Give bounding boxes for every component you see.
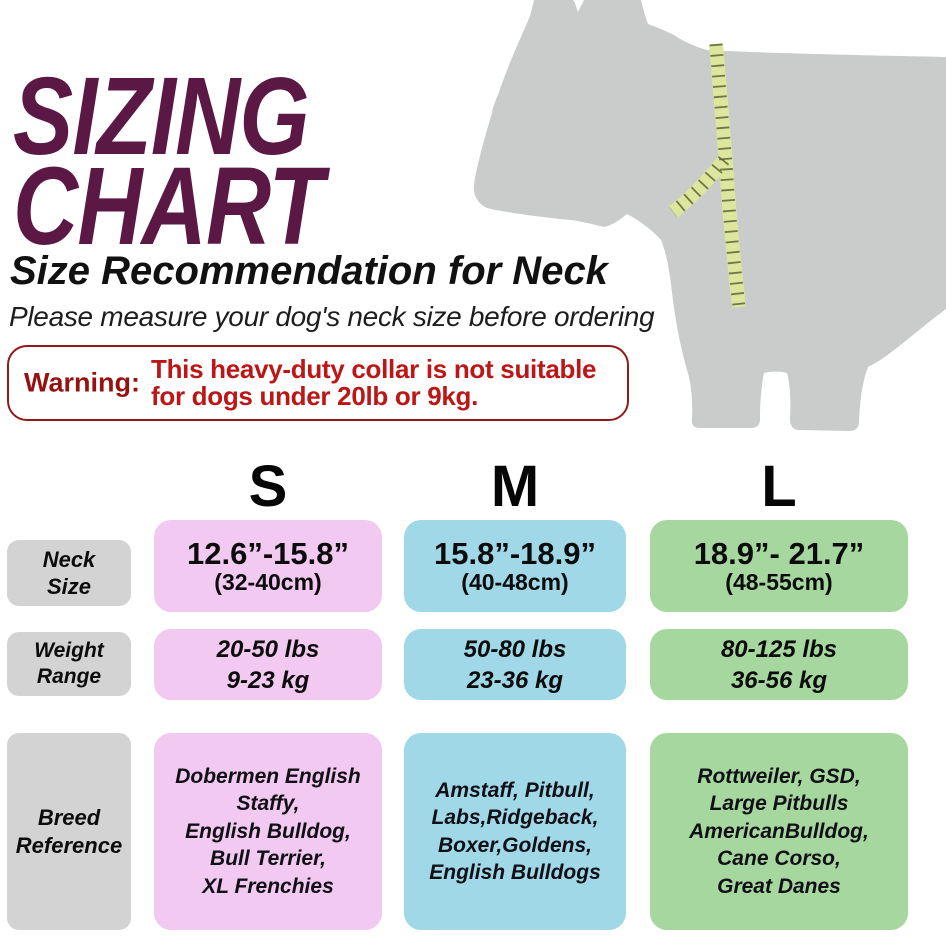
measuring-tape-graphic xyxy=(668,43,746,308)
breed-list-s: Dobermen English Staffy, English Bulldog, B… xyxy=(175,764,361,898)
cell-breed-reference-s: Dobermen English Staffy, English Bulldog, B… xyxy=(154,733,382,930)
neck-size-inches-s: 12.6”-15.8” xyxy=(187,536,349,571)
row-label-weight-range: Weight Range xyxy=(7,632,131,696)
measuring-tape-strap xyxy=(709,43,746,308)
cell-breed-reference-m: Amstaff, Pitbull, Labs,Ridgeback, Boxer,Go… xyxy=(404,733,626,930)
cell-breed-reference-l: Rottweiler, GSD, Large Pitbulls AmericanBu… xyxy=(650,733,908,930)
breed-list-m: Amstaff, Pitbull, Labs,Ridgeback, Boxer,Go… xyxy=(429,778,601,885)
row-label-breed-reference: Breed Reference xyxy=(7,733,131,930)
neck-size-cm-l: (48-55cm) xyxy=(725,569,833,595)
cell-neck-size-m: 15.8”-18.9” (40-48cm) xyxy=(404,520,626,612)
warning-label: Warning: xyxy=(24,367,140,398)
neck-size-cm-s: (32-40cm) xyxy=(214,569,322,595)
weight-range-s: 20-50 lbs 9-23 kg xyxy=(216,635,320,694)
subtitle: Size Recommendation for Neck xyxy=(10,249,608,293)
title-line-1: SIZING xyxy=(13,55,310,178)
column-header-s: S xyxy=(248,454,288,519)
cell-neck-size-s: 12.6”-15.8” (32-40cm) xyxy=(154,520,382,612)
neck-size-inches-l: 18.9”- 21.7” xyxy=(693,536,865,571)
column-header-m: M xyxy=(490,454,540,519)
cell-weight-range-m: 50-80 lbs 23-36 kg xyxy=(404,629,626,700)
measurement-note: Please measure your dog's neck size befo… xyxy=(9,301,655,332)
warning-text: This heavy-duty collar is not suitable fo… xyxy=(151,354,597,411)
breed-list-l: Rottweiler, GSD, Large Pitbulls AmericanBu… xyxy=(689,764,869,898)
cell-neck-size-l: 18.9”- 21.7” (48-55cm) xyxy=(650,520,908,612)
title-line-2: CHART xyxy=(13,145,324,268)
neck-size-cm-m: (40-48cm) xyxy=(461,569,569,595)
tape-tick-marks xyxy=(709,43,746,308)
row-label-neck-size: Neck Size xyxy=(7,540,131,606)
warning-box: Warning: This heavy-duty collar is not s… xyxy=(7,345,629,421)
weight-range-m: 50-80 lbs 23-36 kg xyxy=(463,635,567,694)
cell-weight-range-l: 80-125 lbs 36-56 kg xyxy=(650,629,908,700)
column-header-l: L xyxy=(761,454,797,519)
tape-branch-tick-marks xyxy=(669,156,730,218)
neck-size-inches-m: 15.8”-18.9” xyxy=(434,536,596,571)
cell-weight-range-s: 20-50 lbs 9-23 kg xyxy=(154,629,382,700)
weight-range-l: 80-125 lbs 36-56 kg xyxy=(720,635,838,694)
measuring-tape-branch xyxy=(668,155,730,218)
